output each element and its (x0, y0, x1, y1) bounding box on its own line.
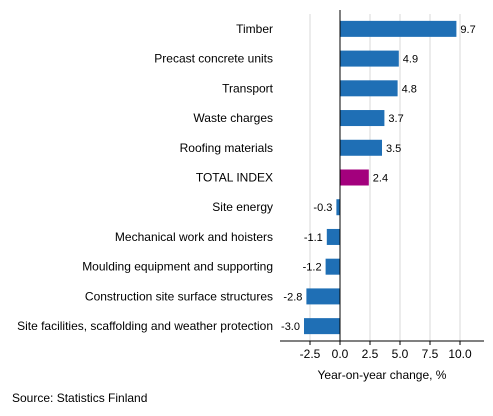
bar (326, 228, 340, 245)
bar (340, 110, 385, 127)
category-label: Waste charges (193, 111, 273, 125)
bar (340, 20, 457, 37)
category-label: Site energy (212, 200, 273, 214)
category-label: Roofing materials (180, 141, 273, 155)
axes (280, 10, 484, 345)
value-label: 4.8 (402, 83, 417, 95)
bars (304, 20, 457, 335)
bar (336, 199, 340, 216)
source-note: Source: Statistics Finland (12, 391, 148, 405)
grid-lines (309, 14, 461, 341)
x-tick-label: -2.5 (300, 347, 321, 361)
bar (340, 50, 399, 67)
value-label: -2.8 (283, 291, 302, 303)
value-label: 9.7 (460, 24, 475, 36)
x-tick-label: 5.0 (392, 347, 409, 361)
bar (325, 258, 340, 275)
x-axis-title: Year-on-year change, % (318, 368, 447, 382)
value-label: -0.3 (313, 202, 332, 214)
bar (340, 169, 369, 186)
category-labels: Timber Precast concrete units Transport Was… (17, 22, 274, 333)
value-label: 4.9 (403, 54, 418, 66)
bar (340, 80, 398, 97)
category-label: Timber (236, 22, 273, 36)
value-label: -1.1 (304, 232, 323, 244)
category-label: Moulding equipment and supporting (82, 260, 273, 274)
category-label: Mechanical work and hoisters (115, 230, 273, 244)
category-label: TOTAL INDEX (196, 171, 273, 185)
category-label: Transport (222, 81, 274, 95)
bar (306, 288, 340, 305)
value-label: 2.4 (373, 173, 388, 185)
category-label: Precast concrete units (154, 52, 273, 66)
value-label: 3.7 (388, 113, 403, 125)
x-tick-label: 2.5 (362, 347, 379, 361)
value-label: 3.5 (386, 143, 401, 155)
x-tick-label: 10.0 (448, 347, 472, 361)
value-label: -3.0 (281, 321, 300, 333)
value-labels: 9.7 4.9 4.8 3.7 3.5 2.4 -0.3 -1.1 -1.2 -2.8 -3.0 (281, 24, 476, 333)
value-label: -1.2 (303, 262, 322, 274)
x-tick-label: 0.0 (332, 347, 349, 361)
x-tick-labels: -2.5 0.0 2.5 5.0 7.5 10.0 (300, 347, 472, 361)
bar (340, 139, 382, 156)
category-label: Construction site surface structures (85, 289, 273, 303)
x-tick-label: 7.5 (422, 347, 439, 361)
category-label: Site facilities, scaffolding and weather… (17, 319, 273, 333)
bar (304, 318, 340, 335)
